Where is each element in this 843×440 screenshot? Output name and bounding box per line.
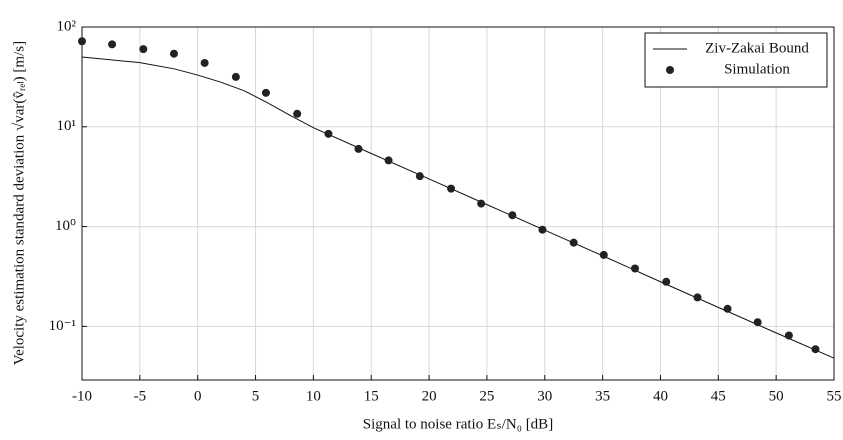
data-point (200, 58, 209, 67)
x-tick-label: 10 (306, 388, 321, 404)
data-point (139, 45, 148, 54)
data-point (753, 318, 762, 327)
data-point (811, 345, 820, 354)
data-point (415, 172, 424, 181)
data-point (538, 225, 547, 234)
y-tick-label: 10² (57, 18, 77, 34)
data-point (384, 156, 393, 165)
data-point (599, 250, 608, 259)
y-tick-label: 10¹ (57, 118, 77, 134)
x-tick-label: 55 (827, 388, 842, 404)
y-tick-label: 10⁰ (55, 218, 76, 234)
x-tick-label: -10 (72, 388, 92, 404)
x-axis-label: Signal to noise ratio Eₛ/N₀ [dB] (363, 416, 553, 432)
legend-label: Simulation (724, 61, 790, 77)
x-tick-label: 0 (194, 388, 202, 404)
data-point (723, 304, 732, 313)
data-point (447, 184, 456, 193)
x-tick-label: -5 (134, 388, 147, 404)
y-axis-label: Velocity estimation standard deviation √… (11, 41, 27, 365)
data-point (293, 109, 302, 118)
x-tick-label: 40 (653, 388, 668, 404)
data-line (81, 56, 835, 359)
data-point (261, 88, 270, 97)
x-tick-label: 25 (479, 388, 494, 404)
legend-label: Ziv-Zakai Bound (705, 40, 809, 56)
x-tick-label: 30 (537, 388, 552, 404)
legend-marker (666, 66, 674, 74)
x-tick-label: 35 (595, 388, 610, 404)
x-tick-label: 20 (422, 388, 437, 404)
data-point (662, 277, 671, 286)
data-point (508, 211, 517, 220)
data-point (324, 129, 333, 138)
data-point (631, 264, 640, 273)
data-point (477, 199, 486, 208)
data-point (693, 293, 702, 302)
x-tick-label: 15 (364, 388, 379, 404)
y-tick-label: 10⁻¹ (49, 318, 76, 334)
data-point (569, 238, 578, 247)
plot-frame (81, 26, 835, 381)
data-point (231, 72, 240, 81)
data-point (108, 40, 117, 49)
x-tick-label: 50 (769, 388, 784, 404)
data-point (78, 37, 86, 46)
x-tick-label: 5 (252, 388, 260, 404)
x-tick-label: 45 (711, 388, 726, 404)
data-point (784, 331, 793, 340)
data-point (169, 49, 178, 58)
data-point (354, 144, 363, 153)
legend-box (644, 32, 828, 88)
